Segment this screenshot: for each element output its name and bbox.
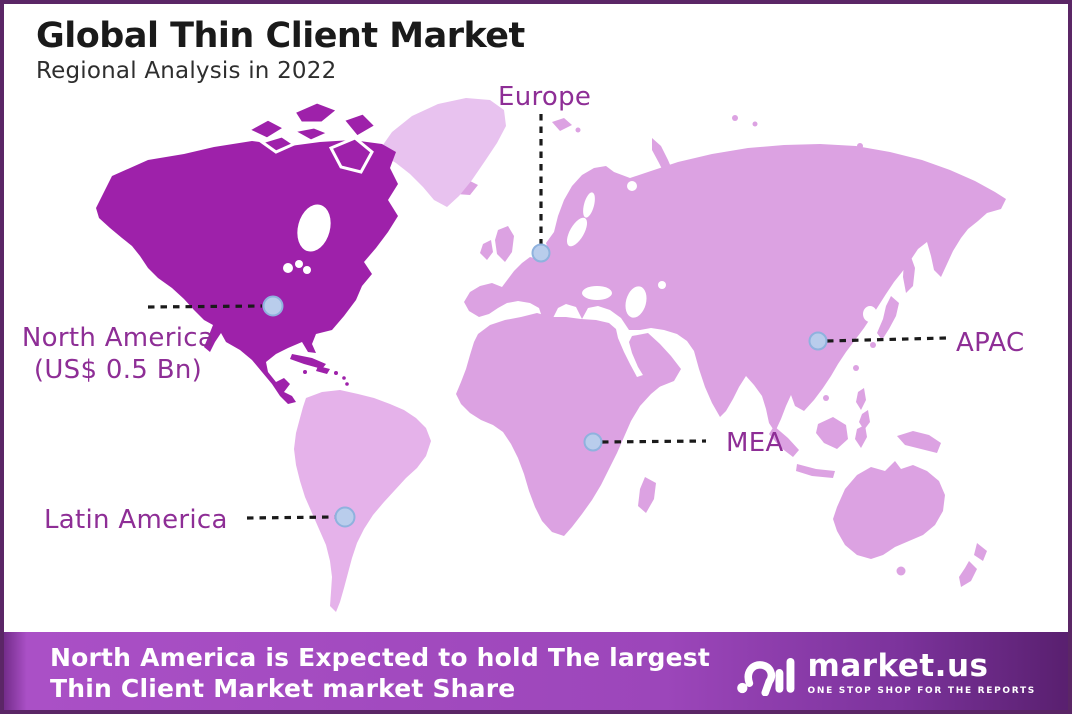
sumatra [769, 426, 799, 457]
yellow-sea [863, 306, 877, 322]
header: Global Thin Client Market Regional Analy… [36, 16, 525, 84]
novaya-zemlya [652, 138, 674, 177]
north-america-region [96, 100, 398, 404]
page-title: Global Thin Client Market [36, 16, 525, 56]
aral-sea [658, 281, 666, 289]
caribbean-islands [290, 354, 349, 386]
great-lakes [283, 263, 293, 273]
region-label-north-america: North America (US$ 0.5 Bn) [12, 323, 224, 385]
eurasia-region [464, 144, 1006, 432]
brand-text: market.us ONE STOP SHOP FOR THE REPORTS [807, 647, 1036, 696]
white-sea [627, 181, 637, 191]
hudson-bay [297, 204, 331, 252]
australia-region [833, 461, 987, 587]
arctic-islands [244, 100, 379, 174]
region-label-latin-america: Latin America [44, 505, 228, 535]
jamaica [303, 370, 307, 374]
madagascar [638, 477, 656, 513]
svalbard [552, 118, 572, 131]
cuba [290, 354, 326, 369]
arabia-region [629, 333, 681, 387]
tasmania [896, 566, 906, 576]
brand-name: market.us [807, 647, 989, 684]
east-asia-islands [823, 254, 915, 430]
footer-caption-line2: Thin Client Market market Share [50, 674, 516, 703]
hispaniola [316, 366, 330, 374]
hainan [823, 395, 829, 401]
southeast-asia-islands [769, 417, 941, 478]
great-britain [495, 226, 514, 262]
footer-caption: North America is Expected to hold The la… [50, 642, 710, 704]
baltic-sea [566, 217, 588, 247]
market-us-logo-icon [736, 658, 794, 696]
caspian-sea [625, 286, 647, 318]
greenland-region [378, 98, 506, 207]
borneo [816, 417, 848, 449]
ireland [480, 240, 493, 260]
marker-apac [808, 331, 828, 351]
footer-caption-line1: North America is Expected to hold The la… [50, 643, 710, 672]
leader-line-mea [601, 439, 707, 444]
black-sea [582, 286, 612, 300]
taiwan [853, 365, 859, 371]
baffin-island [328, 136, 374, 174]
north-america-value: (US$ 0.5 Bn) [33, 355, 203, 385]
japan [877, 296, 899, 340]
marker-europe [531, 243, 551, 263]
region-label-apac: APAC [956, 328, 1025, 358]
sakhalin [903, 254, 915, 293]
lake-victoria [612, 461, 620, 469]
north-america-label: North America [21, 323, 215, 353]
leader-line-latin-america [246, 515, 337, 520]
brand-tagline: ONE STOP SHOP FOR THE REPORTS [807, 685, 1036, 696]
java [796, 464, 835, 478]
page-subtitle: Regional Analysis in 2022 [36, 58, 337, 85]
sulawesi [855, 425, 867, 448]
new-zealand [974, 543, 987, 561]
marker-north-america [262, 295, 284, 317]
africa-region [456, 313, 663, 536]
gulf-of-bothnia [583, 192, 595, 218]
brand: market.us ONE STOP SHOP FOR THE REPORTS [736, 650, 1036, 696]
south-america-region [294, 390, 431, 612]
region-label-mea: MEA [726, 428, 784, 458]
footer-bar: North America is Expected to hold The la… [4, 632, 1068, 710]
philippines [856, 388, 866, 410]
marker-mea [583, 432, 603, 452]
new-guinea [897, 431, 941, 453]
region-label-europe: Europe [498, 82, 592, 112]
marker-latin-america [334, 506, 356, 528]
